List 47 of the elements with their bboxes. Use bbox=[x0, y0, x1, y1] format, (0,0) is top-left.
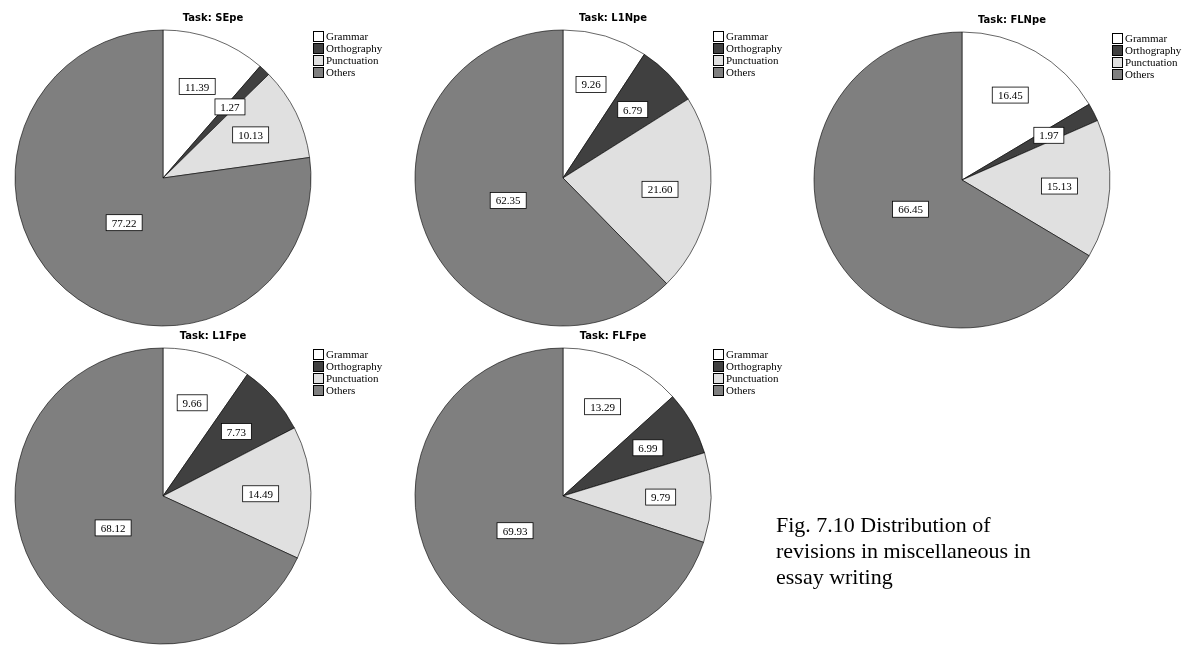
data-label: 1.97 bbox=[1039, 129, 1059, 142]
data-label: 11.39 bbox=[185, 80, 210, 93]
legend-label: Grammar bbox=[726, 30, 769, 42]
chart-title: Task: SEpe bbox=[181, 12, 245, 23]
legend-label: Others bbox=[726, 66, 756, 78]
data-label: 21.60 bbox=[647, 183, 673, 196]
pie-slice bbox=[14, 29, 312, 327]
data-label: 68.12 bbox=[100, 521, 126, 534]
legend-label: Grammar bbox=[1125, 32, 1168, 44]
data-label: 77.22 bbox=[111, 216, 137, 229]
chart-title: Task: FLNpe bbox=[977, 14, 1047, 25]
legend-label: Grammar bbox=[726, 348, 769, 360]
data-label: 9.66 bbox=[182, 396, 203, 409]
chart-title: Task: L1Fpe bbox=[178, 330, 248, 341]
data-label: 10.13 bbox=[238, 128, 264, 141]
data-label: 1.27 bbox=[220, 100, 241, 113]
data-label: 9.26 bbox=[581, 78, 602, 91]
data-label: 9.79 bbox=[651, 491, 671, 504]
legend-label: Others bbox=[726, 384, 756, 396]
legend-label: Orthography bbox=[326, 360, 383, 372]
data-label: 6.79 bbox=[623, 103, 643, 116]
legend-label: Others bbox=[326, 66, 356, 78]
data-label: 62.35 bbox=[495, 194, 522, 207]
legend-label: Orthography bbox=[1125, 44, 1182, 56]
data-label: 66.45 bbox=[898, 203, 924, 216]
data-label: 7.73 bbox=[226, 425, 247, 438]
caption: Fig. 7.10 Distribution of revisions in miscellaneous in essay writing bbox=[776, 512, 1032, 590]
data-label: 13.29 bbox=[590, 400, 616, 413]
legend-label: Grammar bbox=[326, 30, 369, 42]
legend-label: Orthography bbox=[726, 360, 783, 372]
legend-label: Others bbox=[326, 384, 356, 396]
data-label: 16.45 bbox=[997, 89, 1024, 102]
data-label: 14.49 bbox=[248, 487, 274, 500]
legend-label: Punctuation bbox=[1125, 56, 1178, 68]
legend-label: Orthography bbox=[726, 42, 783, 54]
legend-label: Punctuation bbox=[326, 372, 379, 384]
data-label: 69.93 bbox=[502, 524, 528, 537]
legend-label: Orthography bbox=[326, 42, 383, 54]
chart-title: Task: FLFpe bbox=[578, 330, 648, 341]
legend-label: Grammar bbox=[326, 348, 369, 360]
data-label: 6.99 bbox=[638, 441, 659, 454]
legend-label: Punctuation bbox=[726, 54, 779, 66]
legend-label: Others bbox=[1125, 68, 1155, 80]
data-label: 15.13 bbox=[1047, 180, 1073, 193]
legend-label: Punctuation bbox=[326, 54, 379, 66]
chart-title: Task: L1Npe bbox=[578, 12, 648, 23]
legend-label: Punctuation bbox=[726, 372, 779, 384]
